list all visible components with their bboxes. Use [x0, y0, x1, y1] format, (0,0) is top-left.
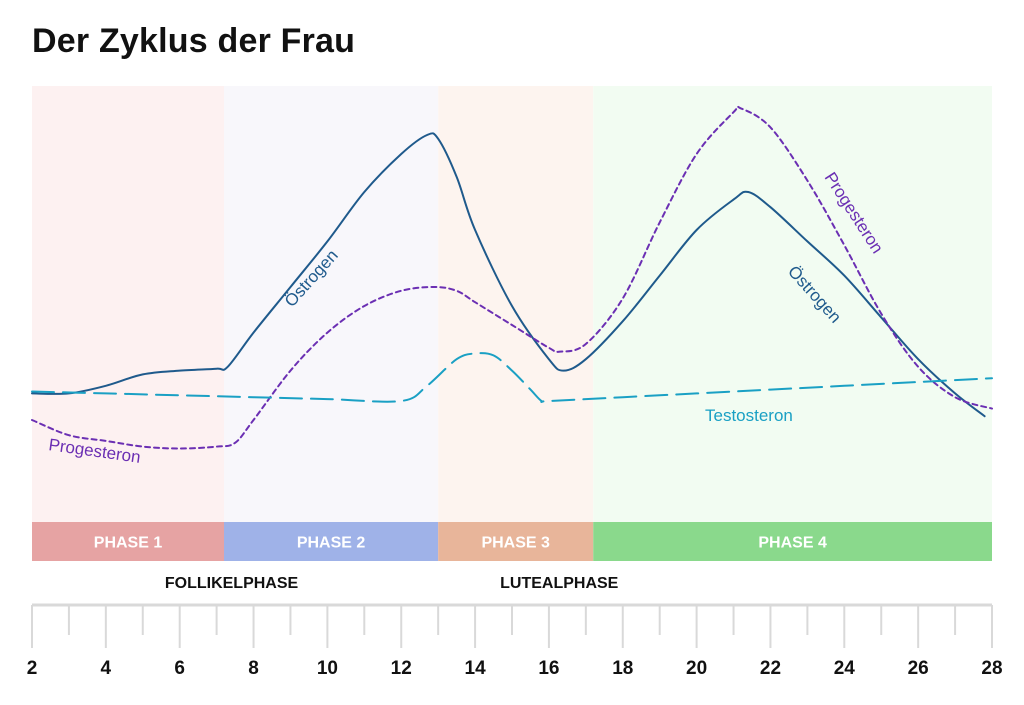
tick-label-8: 8 [248, 658, 259, 679]
phase-label-4: PHASE 4 [758, 535, 827, 552]
phase-label-3: PHASE 3 [481, 535, 550, 552]
tick-label-20: 20 [686, 658, 707, 679]
tick-label-12: 12 [391, 658, 412, 679]
tick-label-4: 4 [101, 658, 112, 679]
tick-label-22: 22 [760, 658, 781, 679]
period-label-2: LUTEALPHASE [500, 575, 619, 592]
phase-bands: PHASE 1 PHASE 2 PHASE 3 PHASE 4 [32, 522, 992, 561]
tick-label-10: 10 [317, 658, 338, 679]
phase-background-3 [438, 86, 594, 522]
phase-band-2 [224, 522, 439, 561]
phase-background-2 [224, 86, 439, 522]
tick-label-26: 26 [908, 658, 929, 679]
tick-label-16: 16 [538, 658, 559, 679]
curve-testosteron [31, 352, 993, 403]
phase-band-1 [32, 522, 224, 561]
tick-label-18: 18 [612, 658, 633, 679]
curve-oestrogen [31, 132, 986, 418]
tick-label-6: 6 [174, 658, 185, 679]
phase-background-4 [593, 86, 992, 522]
phase-label-1: PHASE 1 [94, 535, 163, 552]
page-title: Der Zyklus der Frau [32, 22, 356, 60]
tick-label-14: 14 [465, 658, 487, 679]
tick-label-28: 28 [981, 658, 1002, 679]
period-label-1: FOLLIKELPHASE [165, 575, 299, 592]
curve-progesteron [31, 105, 993, 450]
tick-label-2: 2 [27, 658, 38, 679]
phase-label-2: PHASE 2 [297, 535, 366, 552]
phase-background-1 [32, 86, 224, 522]
x-axis: 2 4 6 8 10 12 14 16 18 20 22 24 26 28 [27, 603, 1003, 679]
phase-band-4 [593, 522, 992, 561]
hormone-curves [31, 105, 993, 450]
curve-label-testosteron: Testosteron [705, 406, 793, 425]
tick-label-24: 24 [834, 658, 856, 679]
cycle-periods: FOLLIKELPHASE LUTEALPHASE [165, 575, 619, 592]
phase-band-3 [438, 522, 594, 561]
